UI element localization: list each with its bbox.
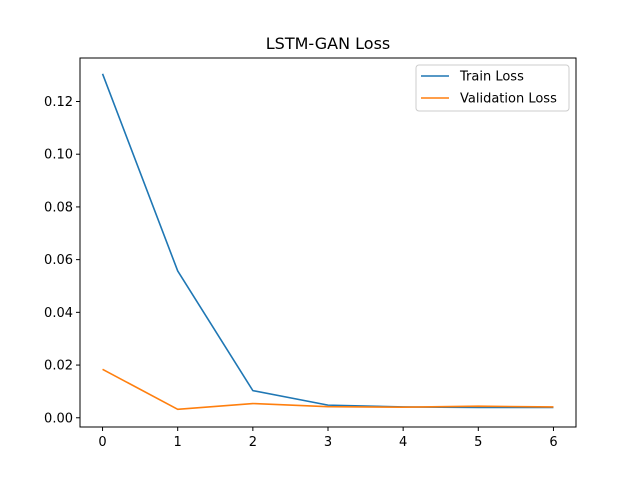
legend: Train Loss Validation Loss [415,64,570,112]
series-layer [101,73,554,411]
x-tick-label: 1 [174,435,182,450]
series-line-train-loss [101,73,554,409]
x-tick-label: 6 [549,435,557,450]
y-tick-label: 0.12 [44,95,73,110]
y-tick-label: 0.04 [44,306,73,321]
x-tick-label: 3 [324,435,332,450]
y-tick-label: 0.06 [44,253,73,268]
plot-area [79,57,577,428]
plot-frame [79,57,577,428]
chart-title: LSTM-GAN Loss [266,34,391,53]
x-tick-label: 0 [98,435,106,450]
legend-label: Validation Loss [460,92,557,107]
series-line-validation-loss [102,368,554,411]
y-tick-label: 0.08 [44,200,73,215]
x-tick-label: 2 [249,435,257,450]
legend-box [415,64,570,112]
y-tick-label: 0.02 [44,359,73,374]
y-axis: 0.00 0.02 0.04 0.06 0.08 0.10 0.12 [44,95,80,426]
y-tick-label: 0.00 [44,411,73,426]
x-axis: 0 1 2 3 4 5 6 [98,427,558,450]
x-tick-label: 5 [474,435,482,450]
y-tick-label: 0.10 [44,148,73,163]
legend-label: Train Loss [459,70,524,85]
x-tick-label: 4 [399,435,407,450]
